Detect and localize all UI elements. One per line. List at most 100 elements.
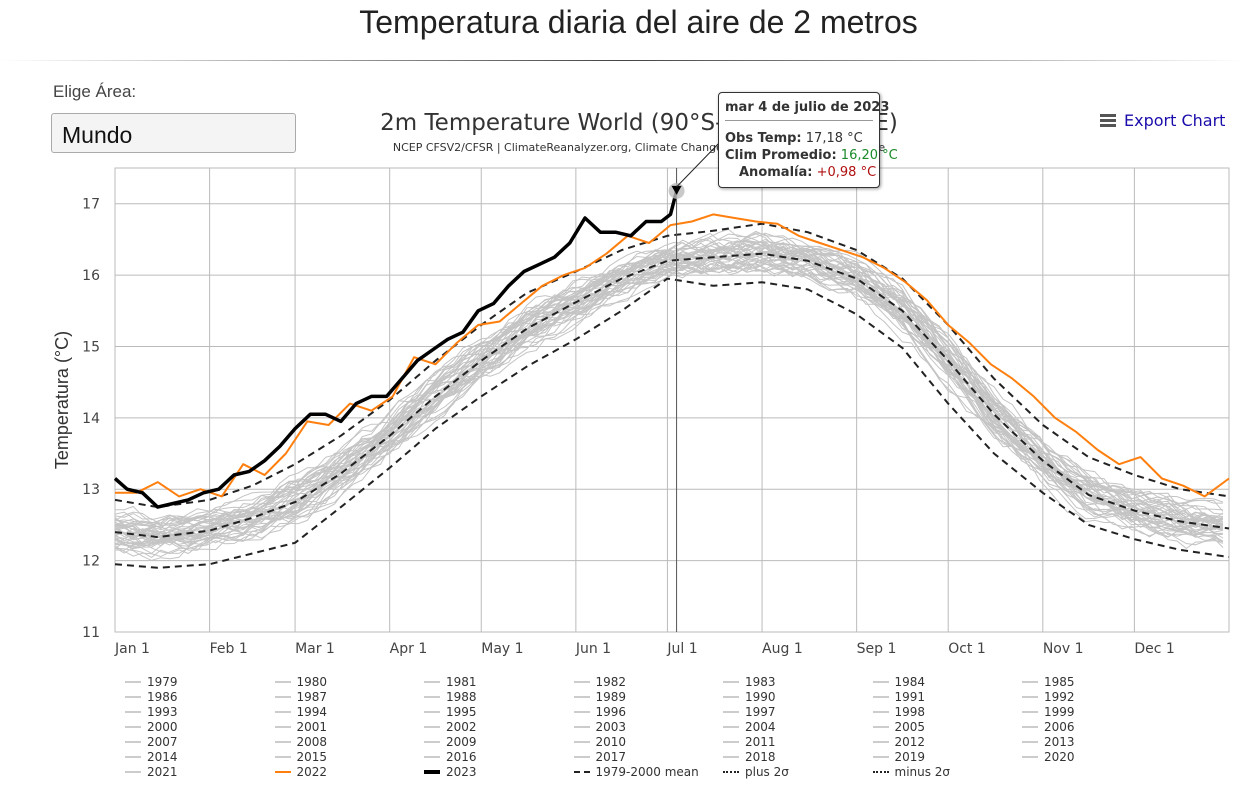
legend-label: 1979 [147, 675, 178, 689]
area-select[interactable]: Mundo [51, 113, 296, 153]
legend-symbol [274, 681, 291, 683]
x-tick-label: Oct 1 [948, 641, 986, 657]
legend-symbol [723, 681, 739, 683]
legend-symbol [424, 711, 440, 713]
tooltip-clim-label: Clim Promedio: [725, 148, 837, 163]
legend-item-1992[interactable]: 1992 [1022, 690, 1075, 704]
legend-item-2017[interactable]: 2017 [573, 750, 626, 764]
series-line-2003 [114, 248, 1224, 538]
legend-symbol [573, 681, 590, 683]
legend-item-1985[interactable]: 1985 [1022, 675, 1075, 689]
legend-item-1986[interactable]: 1986 [125, 690, 178, 704]
legend-item-1991[interactable]: 1991 [872, 690, 926, 704]
legend-symbol [1022, 741, 1038, 743]
series-line-1983 [114, 256, 1224, 550]
y-tick-label: 13 [82, 482, 100, 498]
legend-item-2010[interactable]: 2010 [573, 735, 626, 749]
legend-item-plus-2-[interactable]: plus 2σ [723, 765, 789, 779]
legend-symbol [424, 741, 440, 743]
legend-label: 1989 [595, 690, 627, 704]
tooltip-divider [725, 120, 873, 121]
legend-item-minus-2-[interactable]: minus 2σ [872, 765, 950, 779]
legend-item-2000[interactable]: 2000 [125, 720, 178, 734]
legend-item-2023[interactable]: 2023 [424, 765, 477, 779]
legend-item-1990[interactable]: 1990 [723, 690, 776, 704]
legend-item-2004[interactable]: 2004 [723, 720, 776, 734]
legend-label: 2012 [894, 735, 926, 749]
legend-item-2015[interactable]: 2015 [274, 750, 327, 764]
legend-symbol [723, 726, 739, 728]
legend-label: 2020 [1044, 750, 1075, 764]
legend-item-2018[interactable]: 2018 [723, 750, 776, 764]
legend-item-2003[interactable]: 2003 [573, 720, 626, 734]
series-line-1990 [114, 260, 1224, 547]
title-divider [0, 60, 1247, 61]
legend-item-1997[interactable]: 1997 [723, 705, 776, 719]
legend-item-2008[interactable]: 2008 [274, 735, 328, 749]
export-chart-button[interactable]: Export Chart [1100, 111, 1225, 130]
legend-label: 2006 [1044, 720, 1075, 734]
series-line-1979-2000-mean [114, 252, 1230, 539]
legend-item-2002[interactable]: 2002 [424, 720, 477, 734]
y-tick-label: 15 [82, 339, 100, 355]
legend-item-2020[interactable]: 2020 [1022, 750, 1075, 764]
legend-item-2021[interactable]: 2021 [125, 765, 178, 779]
x-tick-label: Nov 1 [1043, 641, 1084, 657]
legend-item-1979-2000-mean[interactable]: 1979-2000 mean [573, 765, 699, 779]
legend-label: 1987 [296, 690, 328, 704]
legend-label: 2019 [894, 750, 926, 764]
legend-label: 2008 [296, 735, 328, 749]
legend-item-1994[interactable]: 1994 [274, 705, 327, 719]
legend-item-1989[interactable]: 1989 [573, 690, 627, 704]
y-axis-ticks: 11 12 13 14 15 16 17 [82, 197, 100, 641]
menu-icon [1100, 114, 1116, 127]
tooltip-obs-label: Obs Temp: [725, 131, 802, 146]
tooltip-pointer [676, 139, 723, 188]
x-axis-ticks: Jan 1 Feb 1 Mar 1 Apr 1 May 1 Jun 1 Jul 1 Aug 1… [114, 641, 1175, 657]
legend-label: 2000 [147, 720, 178, 734]
legend-item-1998[interactable]: 1998 [872, 705, 926, 719]
legend-symbol [274, 711, 291, 713]
legend-symbol [1022, 681, 1038, 683]
legend-item-1987[interactable]: 1987 [274, 690, 328, 704]
legend-symbol [872, 756, 889, 758]
legend-label: 1998 [894, 705, 926, 719]
legend-item-2016[interactable]: 2016 [424, 750, 477, 764]
series-line-1997 [114, 250, 1223, 543]
legend-item-2013[interactable]: 2013 [1022, 735, 1075, 749]
legend-symbol [872, 681, 889, 683]
legend-item-1984[interactable]: 1984 [872, 675, 925, 689]
x-tick-label: Dec 1 [1134, 641, 1174, 657]
legend-item-2007[interactable]: 2007 [125, 735, 178, 749]
legend-item-2012[interactable]: 2012 [872, 735, 926, 749]
legend-item-1996[interactable]: 1996 [573, 705, 626, 719]
tooltip-clim-value: 16,20 °C [840, 148, 898, 163]
legend-symbol [125, 756, 141, 758]
legend-item-1980[interactable]: 1980 [274, 675, 327, 689]
legend-item-2009[interactable]: 2009 [424, 735, 477, 749]
legend-item-1981[interactable]: 1981 [424, 675, 477, 689]
export-chart-label: Export Chart [1124, 111, 1226, 130]
legend-item-1995[interactable]: 1995 [424, 705, 477, 719]
legend-label: 2013 [1044, 735, 1075, 749]
legend-item-1999[interactable]: 1999 [1022, 705, 1075, 719]
highlight-marker[interactable] [668, 139, 723, 632]
legend-item-1983[interactable]: 1983 [723, 675, 776, 689]
legend-label: 2011 [745, 735, 776, 749]
legend-item-2001[interactable]: 2001 [274, 720, 327, 734]
legend-item-2005[interactable]: 2005 [872, 720, 925, 734]
legend-item-2022[interactable]: 2022 [274, 765, 327, 779]
legend-item-1993[interactable]: 1993 [125, 705, 178, 719]
legend-label: 1991 [894, 690, 926, 704]
legend-item-2011[interactable]: 2011 [723, 735, 776, 749]
legend-symbol [1022, 726, 1038, 728]
legend-item-2019[interactable]: 2019 [872, 750, 926, 764]
legend-item-2006[interactable]: 2006 [1022, 720, 1075, 734]
y-tick-label: 11 [82, 625, 100, 641]
legend-symbol [274, 741, 291, 743]
legend-item-1982[interactable]: 1982 [573, 675, 627, 689]
legend-label: 1982 [595, 675, 627, 689]
legend-item-2014[interactable]: 2014 [125, 750, 178, 764]
legend-item-1979[interactable]: 1979 [125, 675, 178, 689]
legend-item-1988[interactable]: 1988 [424, 690, 477, 704]
